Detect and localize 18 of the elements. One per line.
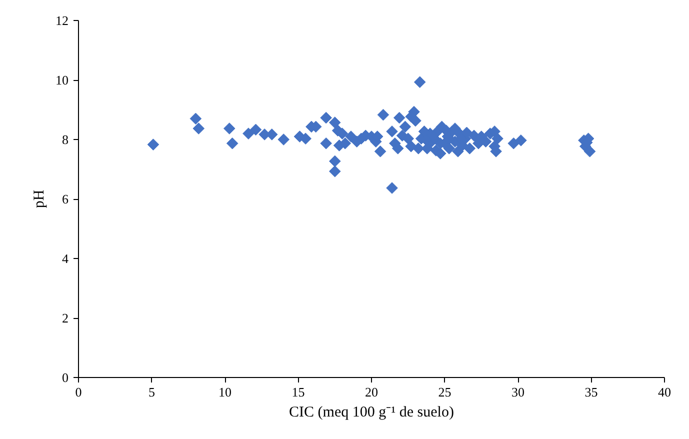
- x-axis-title: CIC (meq 100 g⁻¹ de suelo): [289, 404, 454, 420]
- x-tick-label: 5: [148, 384, 155, 400]
- y-tick-label: 4: [62, 251, 69, 266]
- y-tick-label: 0: [62, 370, 68, 385]
- y-tick-label: 12: [56, 13, 68, 28]
- x-tick-label: 40: [658, 384, 671, 400]
- y-tick-label: 2: [62, 310, 68, 326]
- x-tick-label: 30: [512, 384, 524, 400]
- x-tick-label: 25: [438, 384, 452, 400]
- x-tick-label: 20: [365, 384, 378, 400]
- x-tick-label: 15: [292, 384, 305, 400]
- x-tick-label: 0: [75, 384, 82, 400]
- y-tick-label: 8: [62, 132, 68, 147]
- x-tick-label: 10: [218, 384, 232, 400]
- y-tick-label: 6: [62, 192, 69, 206]
- x-tick-label: 35: [584, 384, 598, 400]
- y-tick-label: 10: [56, 72, 68, 88]
- y-axis-title: pH: [32, 190, 48, 208]
